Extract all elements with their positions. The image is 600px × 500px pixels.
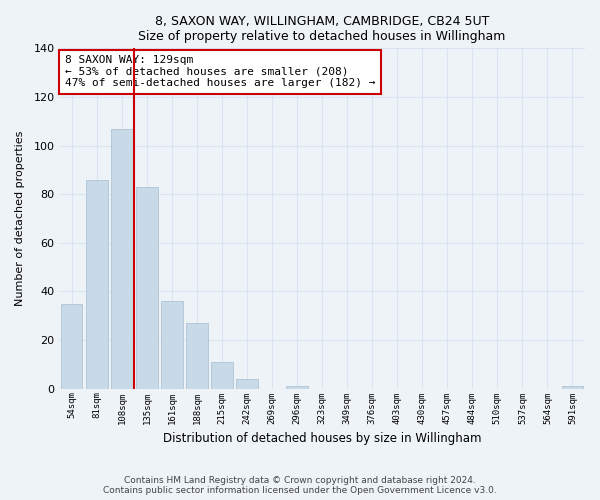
X-axis label: Distribution of detached houses by size in Willingham: Distribution of detached houses by size … [163,432,481,445]
Y-axis label: Number of detached properties: Number of detached properties [15,131,25,306]
Bar [211,362,233,388]
Bar [61,304,82,388]
Bar [562,386,583,388]
Bar [161,301,182,388]
Text: 8 SAXON WAY: 129sqm
← 53% of detached houses are smaller (208)
47% of semi-detac: 8 SAXON WAY: 129sqm ← 53% of detached ho… [65,55,375,88]
Bar [236,379,258,388]
Bar [136,187,158,388]
Title: 8, SAXON WAY, WILLINGHAM, CAMBRIDGE, CB24 5UT
Size of property relative to detac: 8, SAXON WAY, WILLINGHAM, CAMBRIDGE, CB2… [139,15,506,43]
Bar [86,180,107,388]
Bar [187,323,208,388]
Bar [111,128,133,388]
Text: Contains HM Land Registry data © Crown copyright and database right 2024.
Contai: Contains HM Land Registry data © Crown c… [103,476,497,495]
Bar [286,386,308,388]
